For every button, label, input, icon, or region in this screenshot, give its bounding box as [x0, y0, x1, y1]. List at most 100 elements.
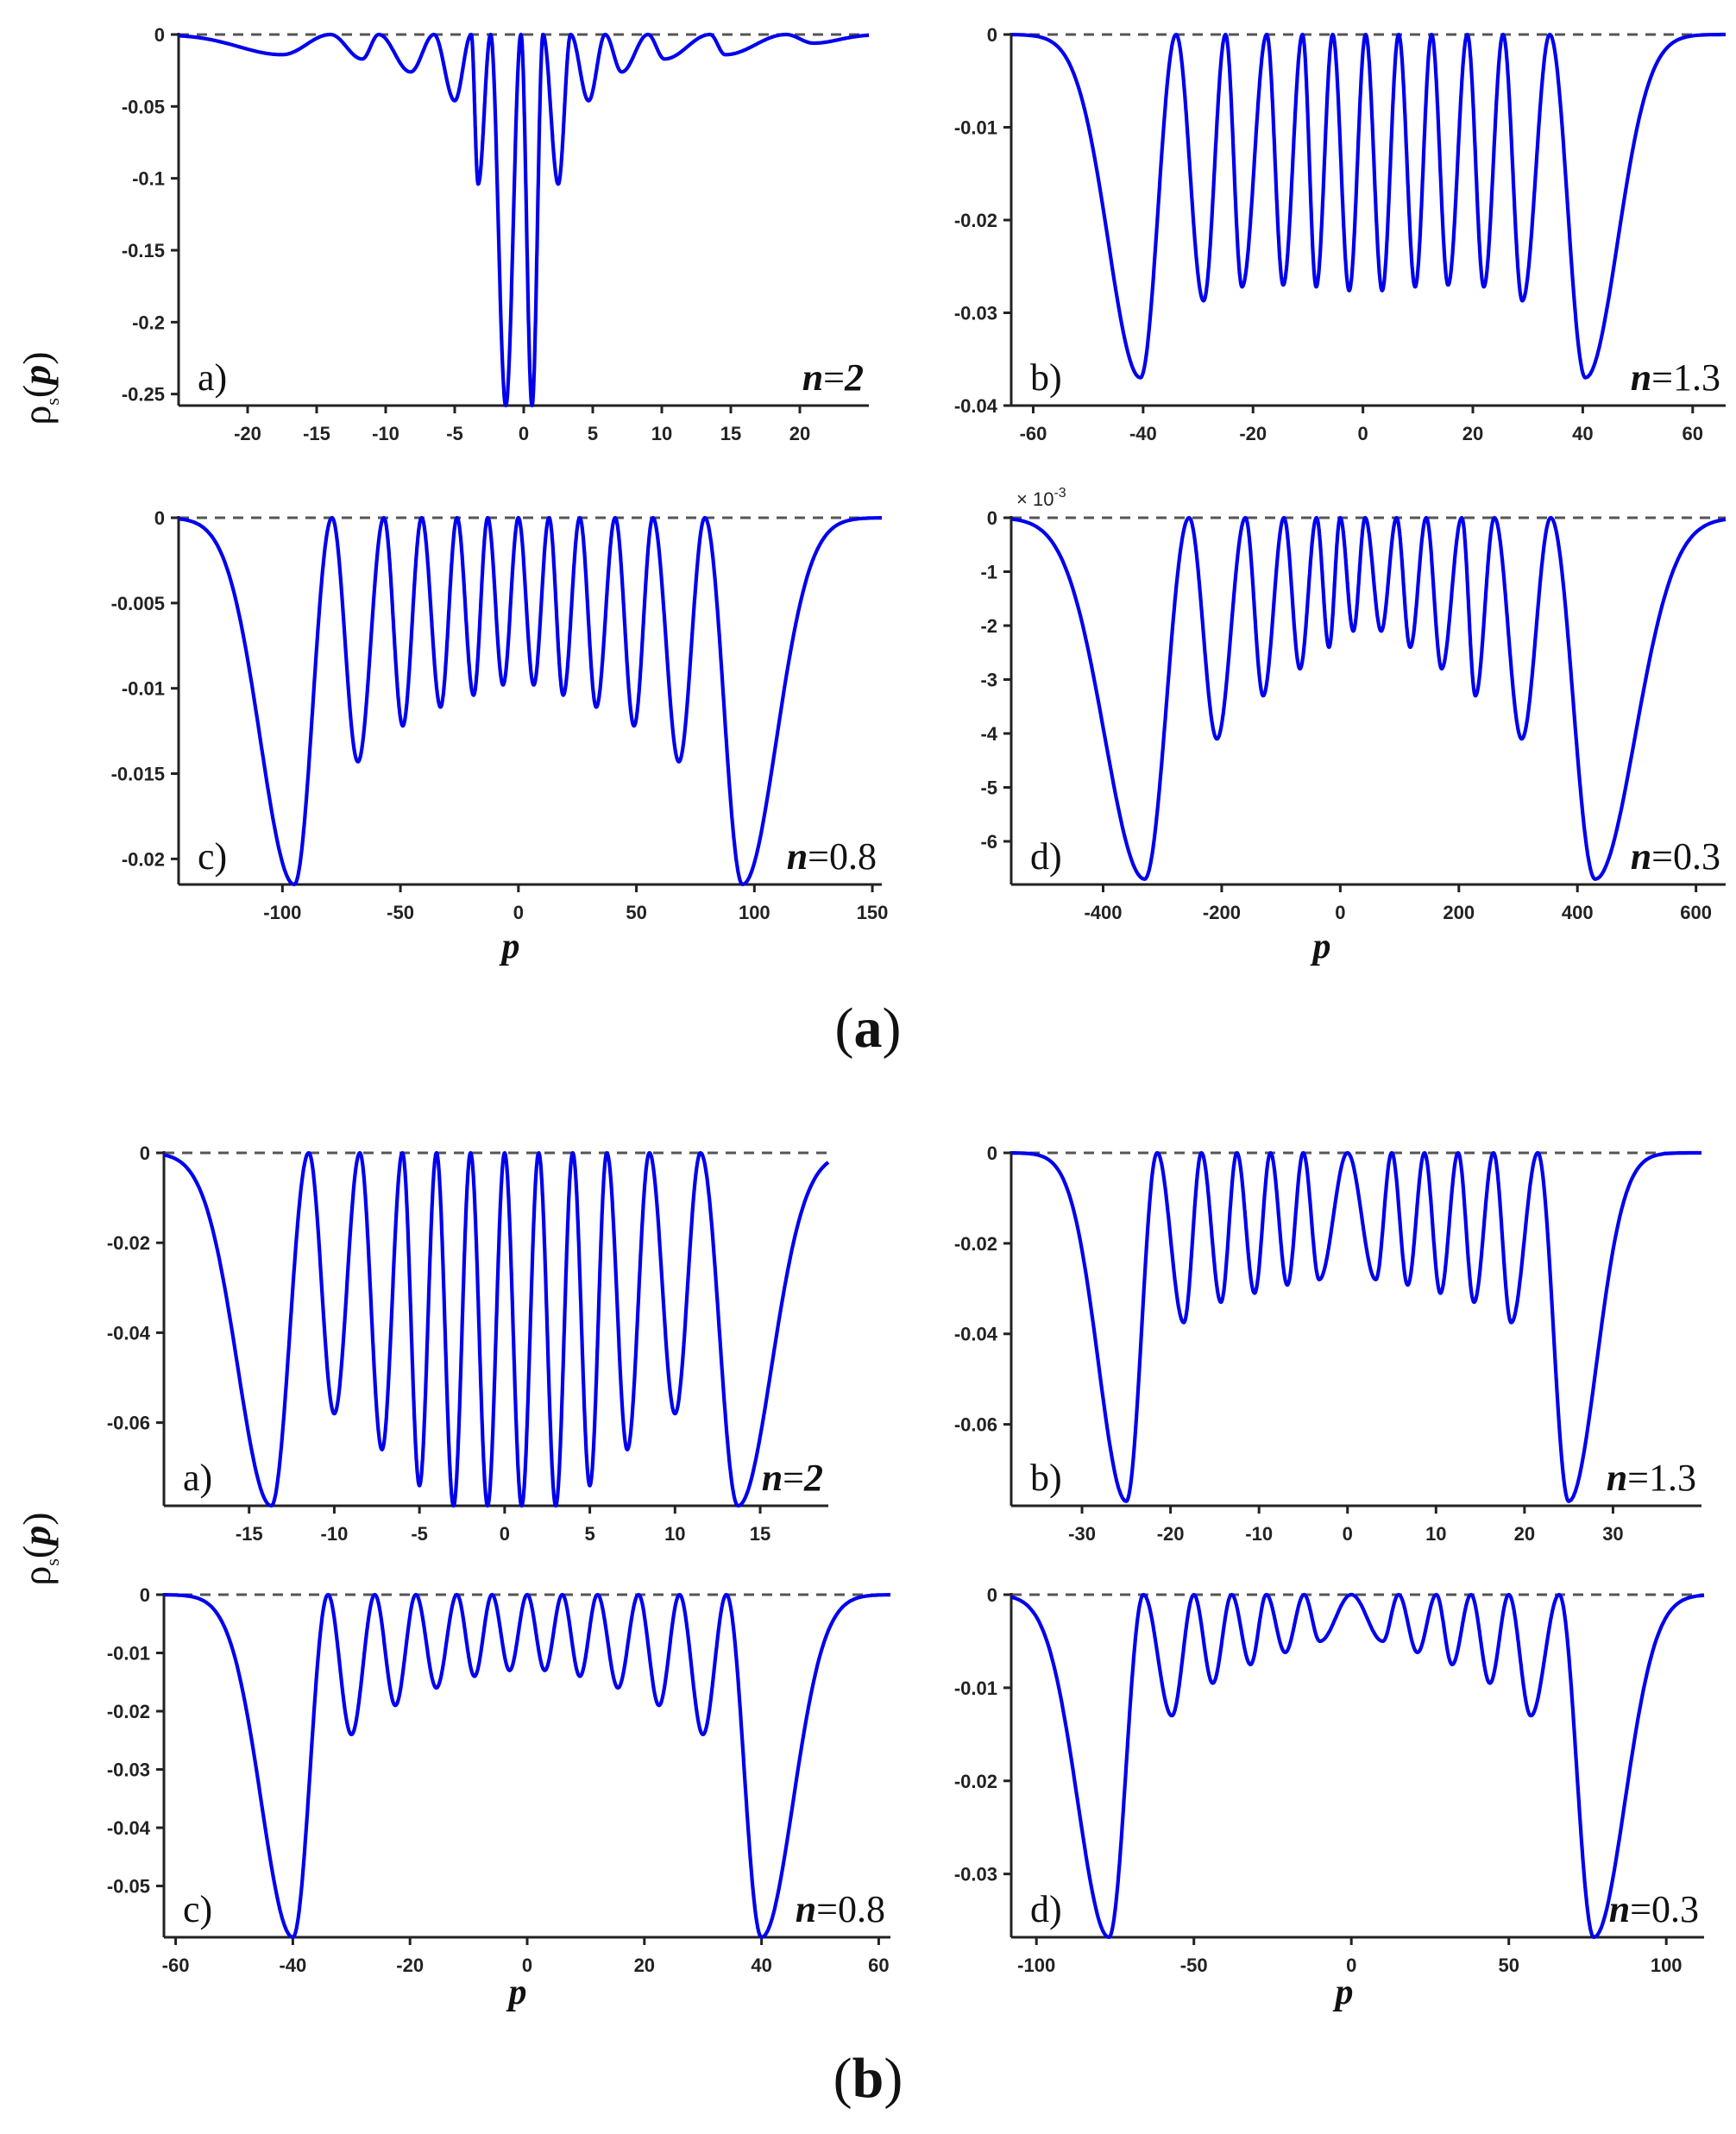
- y-tick-label: -0.25: [122, 384, 165, 406]
- x-tick-label: 20: [1462, 423, 1483, 444]
- y-tick-label: 0: [987, 1584, 997, 1606]
- x-tick-label: -5: [411, 1523, 428, 1545]
- x-tick-label: 20: [789, 423, 810, 444]
- x-tick-label: 0: [1335, 902, 1345, 923]
- y-tick-label: -0.03: [954, 303, 997, 324]
- x-tick-label: -20: [396, 1955, 424, 1976]
- panel-letter: a): [198, 356, 227, 399]
- x-tick-label: 0: [522, 1955, 532, 1976]
- x-tick-label: -20: [1239, 423, 1267, 444]
- series-line-rho-s: [1011, 32, 1726, 380]
- x-tick-label: -10: [321, 1523, 349, 1545]
- x-tick-label: 600: [1680, 902, 1712, 923]
- series-line-rho-s: [163, 1150, 830, 1508]
- y-tick-label: -0.04: [954, 1324, 998, 1345]
- n-parameter-label: n=2: [802, 356, 864, 399]
- chart-panel-a-a: -20 -15 -10 -5 0 5 10 15 20 0 -0.05 -0.1 -0.15 -0.2 -0…: [122, 24, 870, 444]
- y-tick-label: -0.05: [107, 1876, 150, 1898]
- y-tick-label: -0.1: [132, 168, 165, 190]
- x-tick-label: 10: [651, 423, 672, 444]
- y-tick-label: -0.06: [107, 1413, 150, 1434]
- x-axis-label-a-right: p: [1311, 927, 1331, 966]
- x-tick-label: -100: [263, 902, 301, 923]
- x-tick-label: 40: [1572, 423, 1593, 444]
- x-axis-label-a-left: p: [500, 927, 520, 966]
- x-tick-label: 0: [1346, 1955, 1356, 1976]
- x-tick-label: 0: [500, 1523, 510, 1545]
- series-line-rho-s: [178, 515, 882, 887]
- y-tick-label: -0.04: [107, 1322, 151, 1344]
- panels-layer: -20 -15 -10 -5 0 5 10 15 200-0.05-0.1-0.15-0.2-0…: [107, 24, 1727, 1976]
- y-tick-label: -0.01: [107, 1643, 150, 1665]
- y-tick-label: -0.01: [122, 678, 165, 700]
- x-tick-label: 60: [1683, 423, 1703, 444]
- series-line-rho-s: [1011, 1150, 1701, 1503]
- x-tick-label: -400: [1084, 902, 1122, 923]
- chart-panel-b-c: -60 -40 -20 0 20 40 60 0 -0.01 -0.02 -0.03 -0.04 -0.…: [107, 1584, 890, 1976]
- panel-letter: a): [183, 1457, 212, 1499]
- x-tick-label: 150: [857, 902, 889, 923]
- series-line-rho-s: [178, 32, 870, 408]
- x-tick-label: 40: [751, 1955, 771, 1976]
- series-line-rho-s: [164, 1592, 890, 1940]
- x-tick-label: 100: [1651, 1955, 1683, 1976]
- x-tick-label: 60: [868, 1955, 889, 1976]
- y-tick-label: 0: [154, 507, 165, 529]
- y-axis-label-top: ρs(p): [15, 351, 63, 425]
- x-tick-label: -15: [303, 423, 330, 444]
- x-tick-label: 100: [739, 902, 771, 923]
- n-parameter-label: n=2: [762, 1457, 823, 1499]
- y-tick-label: -0.01: [954, 1678, 997, 1699]
- chart-panel-a-b: -60 -40 -20 0 20 40 60 0 -0.01 -0.02 -0.03 -0.04 b) n…: [954, 24, 1726, 444]
- y-tick-label: -5: [980, 777, 997, 799]
- n-parameter-label: n=1.3: [1631, 356, 1720, 399]
- x-tick-label: 5: [584, 1523, 594, 1545]
- y-tick-label: -0.2: [132, 312, 165, 333]
- chart-panel-a-d: -400 -200 0 200 400 600 0 -1 -2 -3 -4 -5 -6 × 10-3 d) n…: [980, 486, 1727, 923]
- x-tick-label: 400: [1562, 902, 1594, 923]
- x-tick-label: -20: [234, 423, 261, 444]
- y-tick-label: -0.01: [954, 117, 997, 139]
- y-tick-label: -0.03: [954, 1864, 997, 1885]
- panel-letter: c): [198, 835, 227, 878]
- y-tick-label: -0.005: [111, 593, 165, 614]
- y-tick-label: 0: [987, 507, 997, 529]
- n-parameter-label: n=0.8: [796, 1888, 885, 1930]
- y-tick-label: -0.015: [111, 764, 165, 785]
- y-tick-label: -6: [980, 831, 997, 853]
- y-tick-label: -0.04: [954, 395, 998, 417]
- n-parameter-label: n=0.3: [1609, 1888, 1699, 1930]
- panel-letter: b): [1030, 356, 1062, 399]
- x-tick-label: 0: [1343, 1523, 1353, 1545]
- x-tick-label: -5: [446, 423, 463, 444]
- panel-letter: d): [1030, 1888, 1062, 1930]
- y-tick-label: -2: [980, 615, 997, 637]
- x-tick-label: 10: [1425, 1523, 1446, 1545]
- y-tick-label: -3: [980, 670, 997, 691]
- x-tick-label: -40: [1129, 423, 1157, 444]
- y-tick-label: -0.02: [107, 1701, 150, 1722]
- n-parameter-label: n=0.8: [787, 835, 877, 878]
- chart-panel-b-d: -100 -50 0 50 100 0 -0.01 -0.02 -0.03 d) n=0.3: [954, 1584, 1705, 1976]
- x-tick-label: -100: [1017, 1955, 1055, 1976]
- y-tick-label: -0.15: [122, 240, 165, 261]
- y-tick-label: -0.02: [107, 1232, 150, 1254]
- panel-letter: b): [1030, 1457, 1062, 1499]
- x-tick-label: 15: [750, 1523, 771, 1545]
- x-tick-label: 20: [634, 1955, 655, 1976]
- panel-letter: d): [1030, 835, 1062, 878]
- y-axis-label-bottom: ρs(p): [15, 1512, 63, 1585]
- series-line-rho-s: [1010, 1592, 1705, 1940]
- x-tick-label: -200: [1203, 902, 1241, 923]
- series-line-rho-s: [1010, 515, 1727, 881]
- x-tick-label: 5: [588, 423, 598, 444]
- x-tick-label: 0: [519, 423, 529, 444]
- x-tick-label: 0: [1358, 423, 1368, 444]
- y-tick-label: -1: [980, 562, 997, 583]
- x-tick-label: -20: [1157, 1523, 1185, 1545]
- y-tick-label: 0: [154, 24, 165, 46]
- x-tick-label: 20: [1514, 1523, 1535, 1545]
- x-tick-label: -15: [236, 1523, 263, 1545]
